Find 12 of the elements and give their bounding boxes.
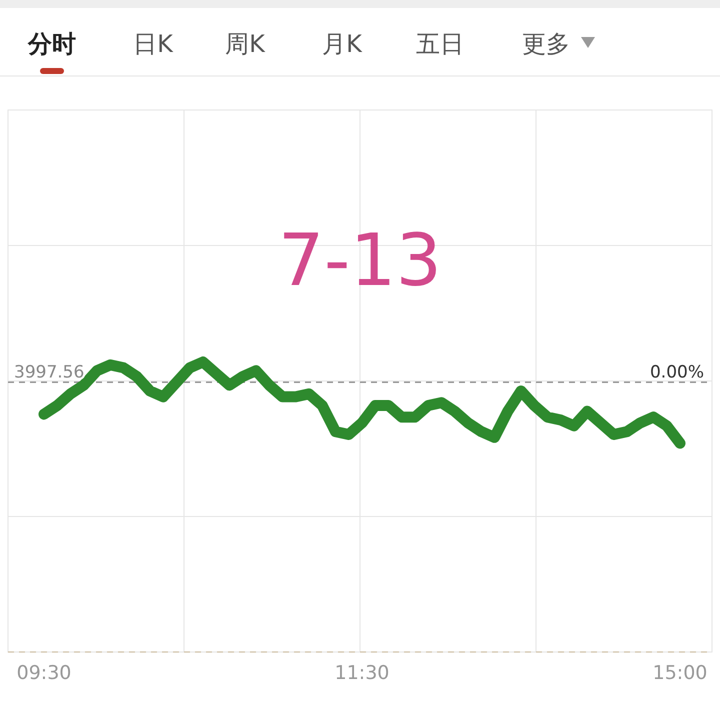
text: 分时 <box>27 30 76 58</box>
text: 日K <box>133 30 174 58</box>
text: 更多 <box>522 30 570 58</box>
x-tick-label: 11:30 <box>334 662 390 684</box>
text: 周K <box>225 30 266 58</box>
x-tick-label: 09:30 <box>16 662 72 684</box>
text: 五日 <box>416 30 464 58</box>
chart-title: 7-13 <box>278 218 442 302</box>
text: 月K <box>322 30 364 58</box>
x-tick-label: 15:00 <box>652 662 708 684</box>
annotation: 0.00% <box>650 362 704 382</box>
annotation: 3997.56 <box>14 362 84 382</box>
